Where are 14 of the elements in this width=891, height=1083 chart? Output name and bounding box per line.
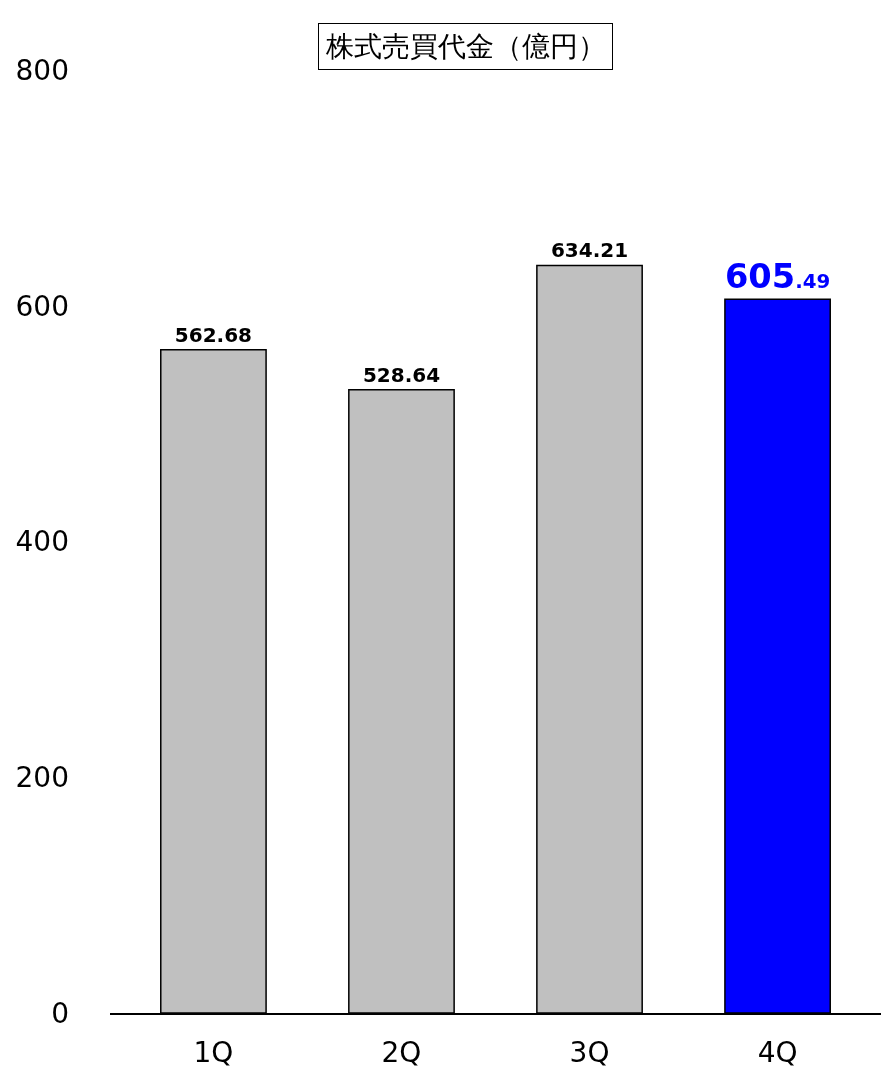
data-label: 634.21	[550, 238, 629, 263]
y-tick-label: 800	[15, 53, 69, 87]
y-tick-label: 600	[15, 289, 69, 323]
y-tick-label: 400	[15, 525, 69, 559]
x-tick-label: 4Q	[757, 1036, 798, 1070]
x-tick-label: 1Q	[193, 1036, 234, 1070]
data-label: 528.64	[362, 362, 441, 387]
data-label: 562.68	[174, 322, 253, 347]
chart-title: 株式売買代金（億円）	[325, 30, 606, 63]
data-label: 605.49	[724, 257, 831, 297]
x-tick-label: 3Q	[569, 1036, 610, 1070]
x-tick-label: 2Q	[381, 1036, 422, 1070]
y-tick-label: 200	[15, 761, 69, 795]
y-tick-label: 0	[51, 996, 69, 1030]
